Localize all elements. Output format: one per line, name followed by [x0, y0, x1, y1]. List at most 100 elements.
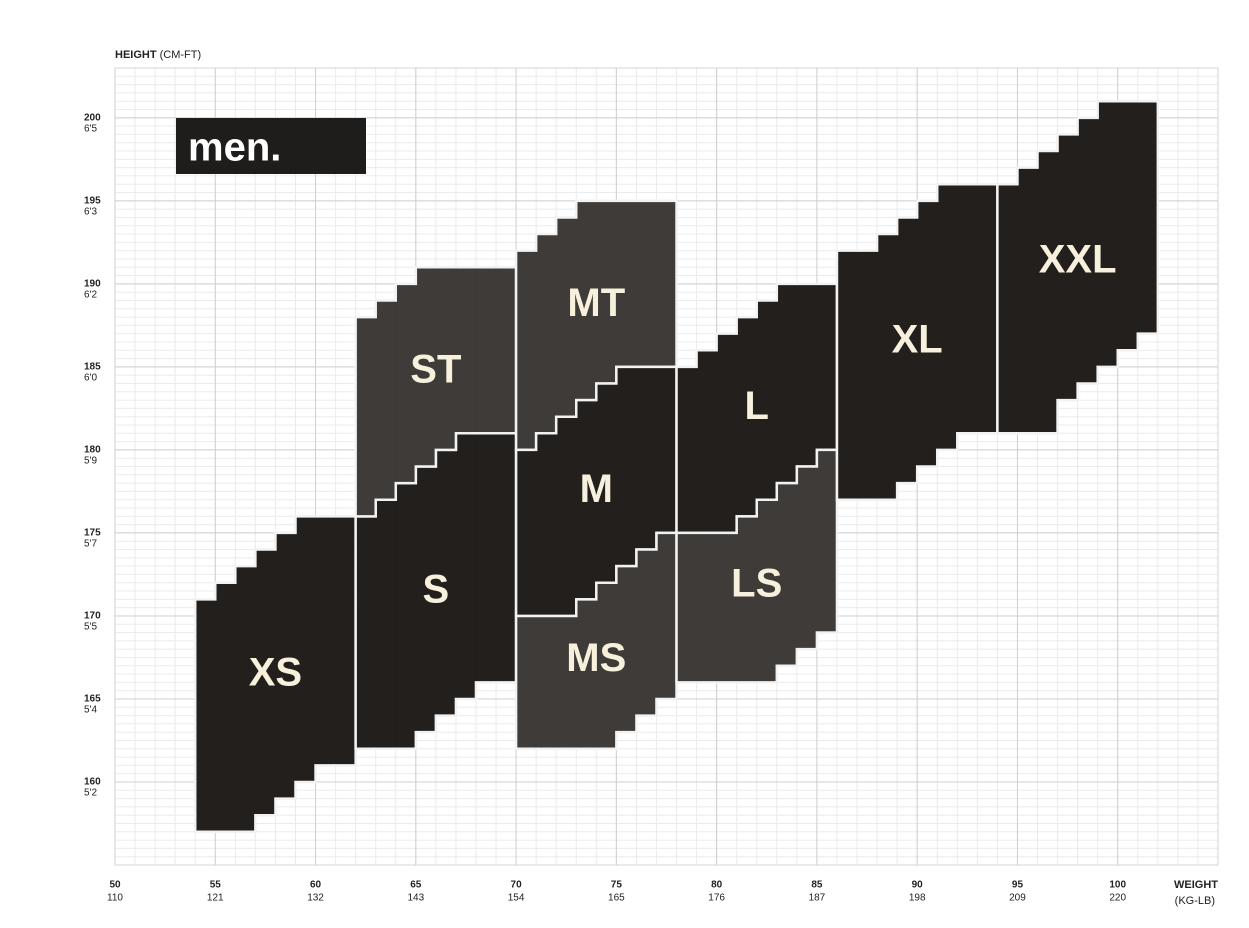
- region-column: [515, 250, 537, 451]
- y-tick-label: 175: [84, 528, 101, 539]
- y-tick-label: 160: [84, 777, 101, 788]
- region-column: [997, 183, 1018, 434]
- region-column: [656, 366, 677, 534]
- x-tick-label-lb: 110: [107, 893, 123, 904]
- region-column: [636, 549, 657, 716]
- region-label: L: [745, 384, 769, 428]
- region-column: [315, 516, 336, 766]
- region-column: [977, 183, 998, 434]
- region-column: [555, 416, 577, 617]
- region-column: [636, 366, 657, 550]
- region-column: [495, 432, 517, 683]
- y-tick-label-ft: 5'7: [84, 539, 97, 550]
- y-tick-label-ft: 5'5: [84, 622, 97, 633]
- size-region: ST: [354, 266, 518, 518]
- region-column: [335, 516, 356, 766]
- region-column: [656, 200, 677, 368]
- x-tick-label-lb: 165: [608, 893, 625, 904]
- region-column: [475, 266, 497, 434]
- region-column: [716, 333, 737, 534]
- region-label: XL: [892, 318, 943, 362]
- region-column: [194, 599, 216, 833]
- size-region: S: [354, 432, 518, 751]
- x-tick-label: 80: [711, 880, 723, 891]
- region-column: [836, 250, 858, 501]
- region-outline: [354, 266, 518, 518]
- x-tick-label-lb: 187: [809, 893, 826, 904]
- y-tick-label: 190: [84, 278, 101, 289]
- region-column: [495, 266, 517, 434]
- x-tick-label-lb: 220: [1109, 893, 1126, 904]
- region-outline: [996, 99, 1160, 435]
- x-tick-label-lb: 176: [708, 893, 725, 904]
- x-label: WEIGHT: [1174, 879, 1218, 891]
- region-column: [696, 532, 717, 683]
- region-column: [676, 532, 697, 683]
- region-column: [535, 233, 557, 434]
- x-tick-label-lb: 143: [407, 893, 424, 904]
- region-column: [816, 283, 838, 451]
- region-column: [616, 366, 637, 567]
- size-region: L: [675, 282, 839, 535]
- region-column: [355, 316, 377, 517]
- y-tick-label-ft: 5'2: [84, 788, 97, 799]
- x-tick-label-lb: 121: [207, 893, 224, 904]
- region-column: [375, 300, 397, 501]
- region-label: XXL: [1039, 238, 1117, 282]
- size-region: XL: [835, 182, 999, 501]
- size-region: XXL: [996, 99, 1160, 435]
- region-column: [1037, 150, 1058, 434]
- region-column: [1017, 167, 1038, 434]
- region-column: [956, 183, 978, 434]
- chart-title: men.: [188, 126, 281, 170]
- y-tick-label: 185: [84, 362, 101, 373]
- region-column: [876, 233, 898, 501]
- x-tick-label-lb: 132: [307, 893, 324, 904]
- region-column: [716, 532, 737, 683]
- x-tick-label-lb: 198: [909, 893, 926, 904]
- regions: XS S ST MT M MS L LS XL XXL: [193, 99, 1160, 834]
- x-tick-label: 75: [611, 880, 623, 891]
- y-tick-label: 200: [84, 112, 101, 123]
- region-column: [796, 283, 818, 467]
- size-region: M: [514, 365, 678, 618]
- y-tick-label: 195: [84, 195, 101, 206]
- region-column: [535, 432, 557, 617]
- region-column: [656, 532, 677, 700]
- y-tick-label-ft: 5'9: [84, 456, 97, 467]
- region-label: S: [423, 568, 450, 612]
- x-tick-label: 60: [310, 880, 322, 891]
- region-column: [1137, 100, 1159, 334]
- region-column: [235, 565, 256, 833]
- region-label: LS: [731, 561, 782, 605]
- region-column: [515, 615, 537, 750]
- region-label: M: [580, 467, 613, 511]
- x-tick-label: 50: [109, 880, 121, 891]
- region-column: [355, 516, 377, 750]
- x-tick-label: 65: [410, 880, 422, 891]
- x-tick-label: 100: [1109, 880, 1126, 891]
- size-region: MT: [514, 199, 678, 452]
- x-tick-label: 90: [912, 880, 924, 891]
- region-label: ST: [410, 348, 461, 392]
- x-tick-label: 95: [1012, 880, 1024, 891]
- y-label: HEIGHT: [115, 49, 157, 61]
- region-label: MS: [566, 636, 626, 680]
- y-tick-label: 170: [84, 611, 101, 622]
- region-column: [295, 516, 316, 783]
- y-axis-title: HEIGHT (CM-FT): [115, 49, 201, 61]
- x-tick-label: 55: [210, 880, 222, 891]
- region-column: [214, 582, 236, 833]
- y-unit-label: (CM-FT): [160, 49, 202, 61]
- region-column: [395, 482, 417, 750]
- region-column: [535, 615, 557, 750]
- region-column: [375, 499, 397, 750]
- region-column: [776, 283, 798, 484]
- region-column: [676, 366, 697, 534]
- region-column: [455, 432, 477, 700]
- y-tick-label-ft: 6'0: [84, 373, 97, 384]
- y-tick-label-ft: 5'4: [84, 705, 97, 716]
- size-region: MS: [514, 531, 678, 751]
- y-tick-label-ft: 6'3: [84, 206, 97, 217]
